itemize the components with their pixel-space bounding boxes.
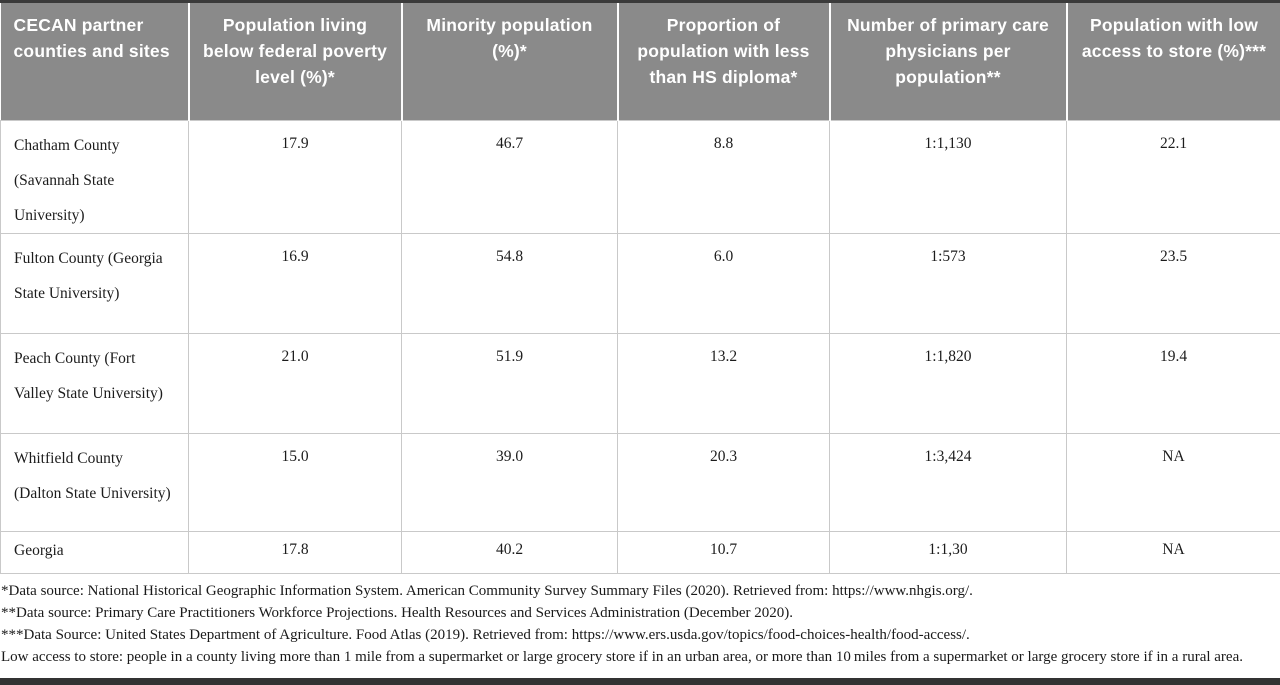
value-cell: 40.2	[401, 530, 618, 574]
value-cell: 15.0	[188, 432, 402, 532]
site-cell: Whitfield County (Dalton State Universit…	[0, 432, 189, 532]
value-cell: 10.7	[617, 530, 830, 574]
value-cell: NA	[1066, 432, 1280, 532]
table-row-georgia: Georgia 17.8 40.2 10.7 1:1,30 NA	[0, 530, 1280, 574]
value-cell: 21.0	[188, 332, 402, 434]
value-cell: 54.8	[401, 232, 618, 334]
table-header: CECAN partner counties and sites Populat…	[0, 3, 1280, 120]
value-cell: 1:1,130	[829, 119, 1067, 234]
value-cell: 6.0	[617, 232, 830, 334]
footnote-data-source-1: *Data source: National Historical Geogra…	[1, 582, 973, 599]
bottom-rule	[0, 678, 1280, 685]
value-cell: 13.2	[617, 332, 830, 434]
column-header-sites: CECAN partner counties and sites	[0, 3, 189, 120]
value-cell: 39.0	[401, 432, 618, 532]
column-header-poverty: Population living below federal poverty …	[187, 3, 402, 120]
table-row-whitfield: Whitfield County (Dalton State Universit…	[0, 432, 1280, 532]
value-cell: 17.9	[188, 119, 402, 234]
value-cell: 22.1	[1066, 119, 1280, 234]
value-cell: 46.7	[401, 119, 618, 234]
table-row-fulton: Fulton County (Georgia State University)…	[0, 232, 1280, 334]
value-cell: 8.8	[617, 119, 830, 234]
footnotes-block: *Data source: National Historical Geogra…	[0, 574, 1280, 668]
value-cell: 23.5	[1066, 232, 1280, 334]
value-cell: 17.8	[188, 530, 402, 574]
column-header-physicians: Number of primary care physicians per po…	[828, 3, 1067, 120]
value-cell: 1:1,820	[829, 332, 1067, 434]
value-cell: 51.9	[401, 332, 618, 434]
site-cell: Chatham County (Savannah State Universit…	[0, 119, 189, 234]
value-cell: 1:3,424	[829, 432, 1067, 532]
value-cell: 1:573	[829, 232, 1067, 334]
column-header-hs-diploma: Proportion of population with less than …	[616, 3, 830, 120]
footnote-data-source-2: **Data source: Primary Care Practitioner…	[1, 604, 794, 621]
value-cell: 16.9	[188, 232, 402, 334]
table-row-chatham: Chatham County (Savannah State Universit…	[0, 119, 1280, 234]
demographics-table: CECAN partner counties and sites Populat…	[0, 3, 1280, 574]
site-cell: Georgia	[0, 530, 189, 574]
site-cell: Peach County (Fort Valley State Universi…	[0, 332, 189, 434]
value-cell: 20.3	[617, 432, 830, 532]
column-header-low-access: Population with low access to store (%)*…	[1065, 3, 1280, 120]
footnote-data-source-3: ***Data Source: United States Department…	[1, 626, 970, 643]
site-cell: Fulton County (Georgia State University)	[0, 232, 189, 334]
value-cell: 19.4	[1066, 332, 1280, 434]
top-rule	[0, 0, 1280, 3]
footnote-low-access-definition: Low access to store: people in a county …	[1, 648, 1243, 665]
column-header-minority: Minority population (%)*	[400, 3, 618, 120]
value-cell: 1:1,30	[829, 530, 1067, 574]
table-row-peach: Peach County (Fort Valley State Universi…	[0, 332, 1280, 434]
value-cell: NA	[1066, 530, 1280, 574]
